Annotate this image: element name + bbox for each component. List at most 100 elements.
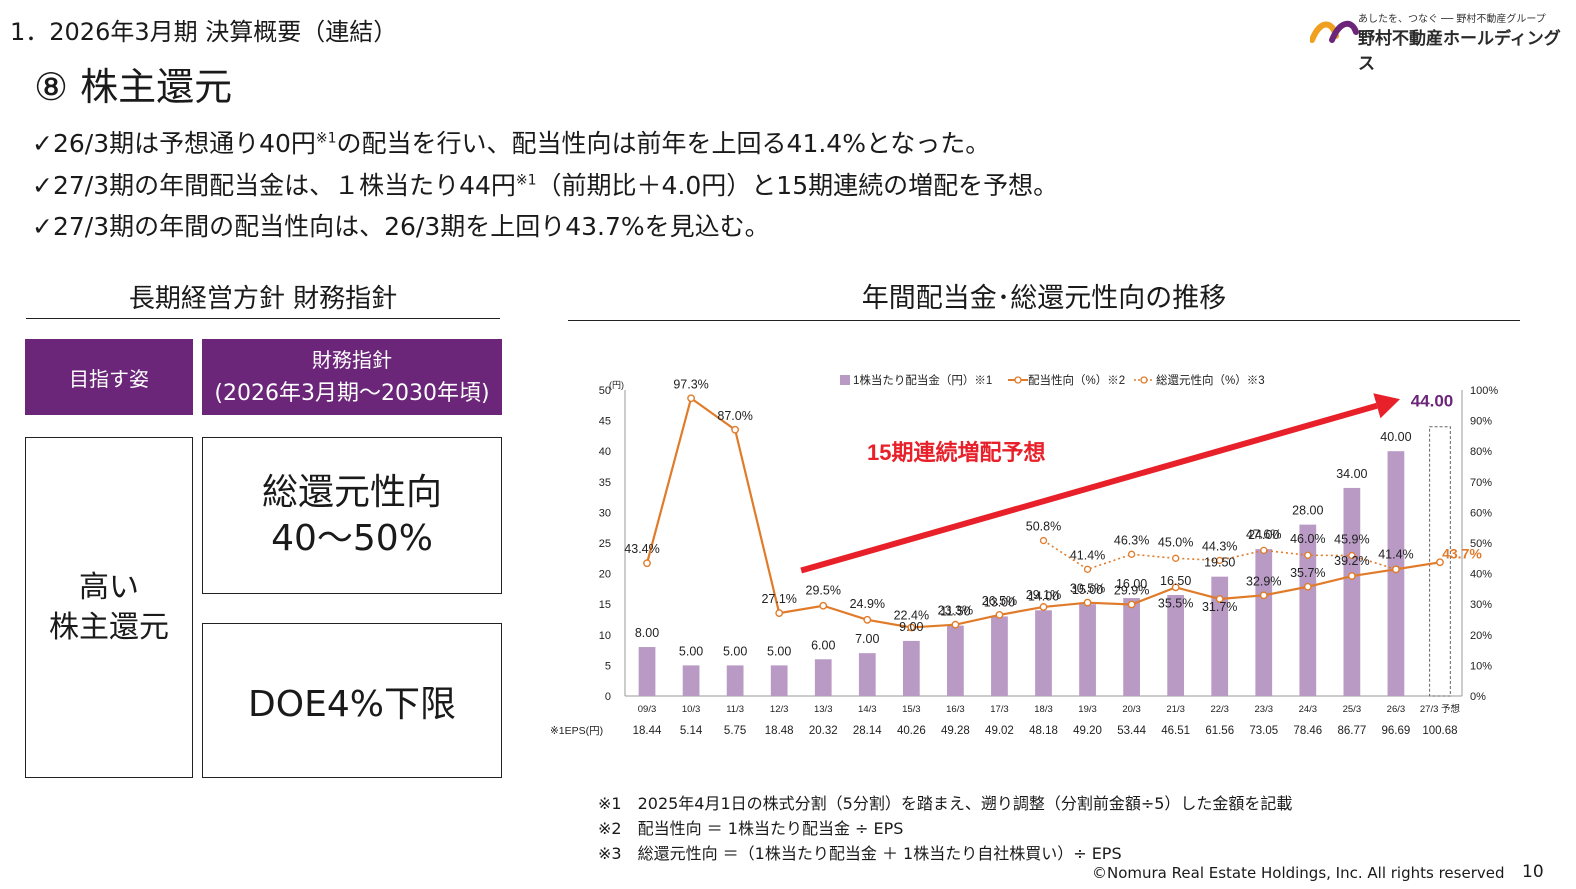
dividend-label: 19.50 [1204,556,1235,570]
dividend-bar [770,665,788,696]
company-logo [1310,20,1359,43]
payout-point [951,620,960,629]
chart-heading: 年間配当金･総還元性向の推移 [861,283,1227,314]
right-tick-label: 20% [1470,630,1492,642]
eps-value: 86.77 [1337,725,1366,737]
right-tick-label: 30% [1470,599,1492,611]
payout-point [731,425,740,434]
footnote-ref: ※1 [515,172,537,189]
eps-value: 28.14 [853,725,882,737]
payout-point [775,609,784,617]
payout-point [1215,595,1224,603]
total-return-point [1172,554,1180,562]
x-tick-label: 18/3 [1034,704,1053,715]
payout-label: 41.4% [1378,547,1413,561]
goal-box: 高い 株主還元 [25,437,193,778]
policy-total-return-box: 総還元性向 40～50% [202,437,502,594]
x-tick-label: 25/3 [1343,704,1362,715]
payout-label: 43.4% [624,542,659,556]
payout-point [1303,582,1312,591]
payout-point [1039,603,1048,611]
footnote-2: ※2 配当性向 ＝ 1株当たり配当金 ÷ EPS [598,819,904,838]
payout-label: 35.7% [1290,566,1325,580]
payout-point [1083,598,1092,607]
payout-label: 35.5% [1158,596,1193,610]
total-return-point [1083,565,1092,573]
right-tick-label: 70% [1470,477,1492,489]
bullet-text-rest: の配当を行い、配当性向は前年を上回る41.4%となった。 [336,129,991,158]
dividend-bar [1079,604,1096,696]
policy-header-label: 財務指針 [312,348,392,372]
total-return-point [1260,546,1268,554]
x-tick-label: 17/3 [990,704,1009,715]
payout-label: 23.3% [938,604,973,618]
total-return-label: 46.3% [1114,533,1149,547]
payout-label: 30.5% [1070,582,1105,596]
page-number: 10 [1522,862,1544,882]
eps-value: 20.32 [809,725,838,737]
left-heading-divider [26,318,500,319]
dividend-chart: 0 5 10 15 20 25 30 35 40 45 50(円) 0% 10% 20% 30% 40% 50%… [550,373,1498,737]
dividend-bar [1343,487,1361,696]
dividend-bar [1167,595,1185,696]
footnote-1: ※1 2025年4月1日の株式分割（5分割）を踏まえ、遡り調整（分割前金額÷5）… [598,794,1293,813]
left-tick-label: 15 [599,599,611,611]
bullet-text: 27/3期の年間の配当性向は、26/3期を上回り43.7%を見込む。 [52,212,770,241]
bullet-1: ✓26/3期は予想通り40円※1の配当を行い、配当性向は前年を上回る41.4%と… [32,124,990,160]
eps-value: 53.44 [1117,725,1146,737]
left-tick-label: 10 [599,630,611,642]
left-tick-label: 5 [605,660,611,672]
dividend-label: 40.00 [1380,430,1411,444]
dividend-label: 14.00 [1028,589,1059,603]
left-tick-label: 30 [599,507,611,519]
eps-value: 48.18 [1029,725,1058,737]
payout-label: 27.1% [761,592,796,606]
dividend-label: 34.00 [1336,467,1367,481]
check-icon: ✓ [32,129,53,158]
legend-dividend-swatch [840,375,850,385]
dividend-bar [638,647,656,696]
dividend-bar [1299,524,1317,696]
left-tick-label: 25 [599,538,611,550]
total-return-label: 47.6% [1246,527,1281,541]
right-tick-label: 90% [1470,416,1492,428]
chart-heading-divider [568,320,1520,321]
right-tick-label: 50% [1470,538,1492,550]
payout-point [687,394,695,403]
dividend-label: 11.50 [940,605,970,619]
dividend-bar [726,665,744,696]
right-tick-label: 0% [1470,691,1486,703]
eps-value: 100.68 [1422,725,1457,737]
payout-point [643,559,651,568]
payout-label: 29.5% [806,584,841,598]
dividend-label: 9.00 [899,620,923,634]
legend-dividend-label: 1株当たり配当金（円）※1 [853,373,992,387]
eps-value: 96.69 [1382,725,1411,737]
right-tick-label: 100% [1470,385,1498,397]
payout-point [1347,572,1356,580]
total-return-point [1039,536,1048,545]
goal-line-1: 高い [79,569,139,605]
total-return-point [1127,550,1136,558]
payout-point [907,623,916,632]
eps-value: 78.46 [1293,725,1322,737]
x-tick-label: 11/3 [726,704,744,715]
x-tick-label: 10/3 [682,704,701,715]
total-return-label: 50.8% [1026,520,1061,534]
dividend-label: 6.00 [811,638,835,652]
left-tick-label: 50 [599,385,611,397]
x-tick-label: 14/3 [858,704,877,715]
legend-payout-marker [1014,376,1022,384]
left-tick-label: 35 [599,477,611,489]
eps-value: 73.05 [1249,725,1278,737]
total-return-point [1348,551,1356,560]
total-return-point [1216,556,1224,565]
x-tick-label: 12/3 [770,704,789,715]
left-panel-heading: 長期経営方針 財務指針 [128,284,398,314]
legend-payout-label: 配当性向（%）※2 [1028,373,1125,387]
x-tick-label: 24/3 [1299,704,1318,715]
check-icon: ✓ [32,171,53,200]
eps-value: 18.48 [765,725,794,737]
eps-value: 5.75 [724,725,746,737]
eps-value: 61.56 [1205,725,1234,737]
